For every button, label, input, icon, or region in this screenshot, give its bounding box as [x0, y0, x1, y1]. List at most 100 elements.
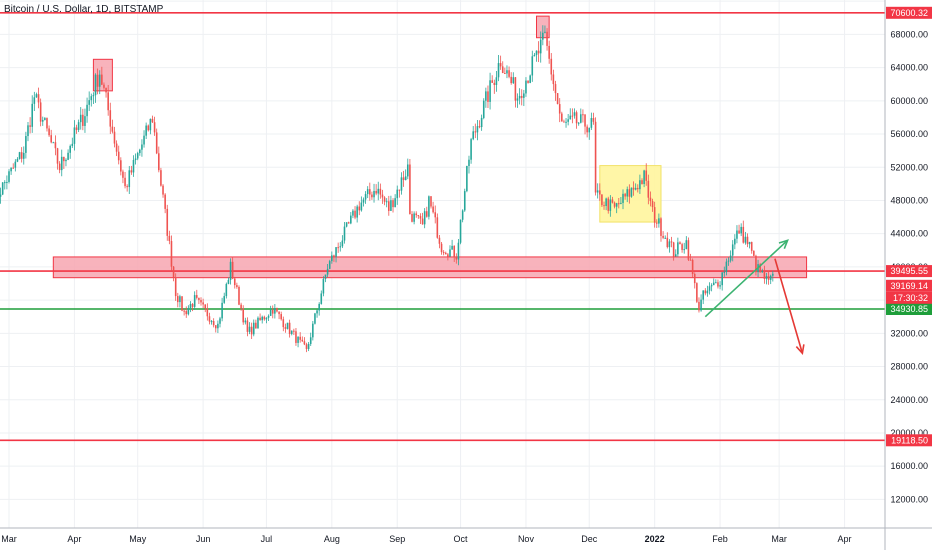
candle-body [236, 285, 238, 287]
top-resistance-tag-text: 70600.32 [890, 8, 928, 18]
candle-body [567, 119, 569, 122]
candle-body [299, 336, 301, 340]
candle-body [603, 205, 605, 207]
candle-body [341, 240, 344, 247]
y-tick-label: 12000.00 [890, 494, 928, 504]
candle-body [755, 255, 757, 273]
support-resistance-tag: 39495.55 [886, 265, 932, 278]
candle-body [691, 259, 694, 275]
candle-body [314, 313, 316, 324]
candle-body [77, 122, 80, 130]
candle-body [94, 74, 97, 96]
candle-body [542, 32, 544, 40]
candle-body [143, 135, 145, 145]
candle-body [548, 45, 550, 59]
candle-body [210, 321, 213, 323]
candle-body [318, 303, 320, 311]
candle-body [533, 54, 536, 57]
candle-body [339, 246, 342, 248]
candle-body [546, 31, 548, 46]
candle-body [286, 322, 289, 329]
candle-body [333, 255, 335, 257]
candle-body [162, 185, 164, 195]
y-tick-label: 28000.00 [890, 362, 928, 372]
candle-body [632, 187, 635, 190]
candle-body [607, 198, 610, 211]
candle-body [487, 91, 489, 102]
candle-body [297, 336, 299, 343]
candle-body [145, 125, 147, 136]
candle-body [628, 189, 631, 197]
candle-body [670, 241, 673, 243]
candle-body [708, 286, 711, 291]
support-green-tag-bg [886, 302, 932, 315]
candle-body [73, 127, 76, 144]
y-tick-label: 16000.00 [890, 461, 928, 471]
x-tick-label: Oct [454, 534, 469, 544]
candle-body [609, 199, 612, 211]
candle-body [765, 276, 768, 279]
candle-body [588, 127, 591, 133]
candle-body [41, 119, 44, 122]
candle-body [761, 271, 764, 273]
candle-body [740, 226, 742, 234]
candle-body [337, 247, 339, 249]
candle-body [343, 226, 346, 241]
candle-body [261, 316, 263, 321]
candle-body [189, 304, 192, 309]
candle-body [301, 339, 304, 342]
candle-body [531, 56, 534, 76]
candle-body [86, 104, 88, 117]
candle-body [52, 142, 55, 144]
candle-body [402, 177, 405, 181]
candle-body [238, 286, 240, 305]
candle-body [360, 202, 363, 211]
candle-body [423, 211, 426, 225]
candle-body [769, 275, 772, 280]
candle-body [400, 177, 403, 191]
candle-body [731, 244, 734, 256]
candle-body [101, 74, 103, 85]
candle-body [442, 252, 445, 254]
candle-body [626, 189, 629, 197]
candle-body [305, 344, 308, 349]
candle-body [16, 158, 19, 162]
candle-body [187, 308, 190, 315]
candle-body [599, 190, 601, 195]
candle-body [364, 194, 367, 200]
horizontal-zone [52, 256, 808, 279]
candle-body [227, 279, 230, 284]
candle-body [668, 241, 671, 248]
candle-body [404, 176, 407, 181]
candle-body [107, 92, 109, 111]
rising-channel-arrow [704, 239, 789, 318]
candle-body [508, 70, 510, 77]
candle-body [56, 148, 59, 164]
candle-body [453, 245, 456, 258]
candle-body [455, 257, 458, 260]
candle-body [677, 242, 679, 255]
candle-body [46, 118, 48, 129]
candle-body [472, 131, 474, 140]
candle-body [611, 199, 614, 203]
candle-body [434, 212, 437, 218]
candle-body [35, 94, 38, 98]
candle-body [183, 310, 185, 312]
candle-body [166, 208, 169, 236]
candle-body [354, 210, 356, 218]
candle-body [128, 170, 131, 188]
candle-body [240, 304, 242, 309]
candle-body [746, 236, 749, 245]
candle-body [493, 82, 496, 85]
candle-body [527, 80, 529, 83]
candle-body [432, 206, 434, 213]
y-tick-label: 64000.00 [890, 63, 928, 73]
x-axis: Mar Apr May Jun Jul Aug Sep Oct Nov Dec 2022 Feb Mar… [0, 527, 932, 544]
x-tick-label: May [129, 534, 147, 544]
top-resistance-tag: 70600.32 [886, 6, 932, 19]
candle-body [263, 316, 266, 320]
december-consolidation [599, 165, 662, 223]
candle-body [371, 194, 373, 198]
current-price-tag-text: 39169.14 [890, 281, 928, 291]
